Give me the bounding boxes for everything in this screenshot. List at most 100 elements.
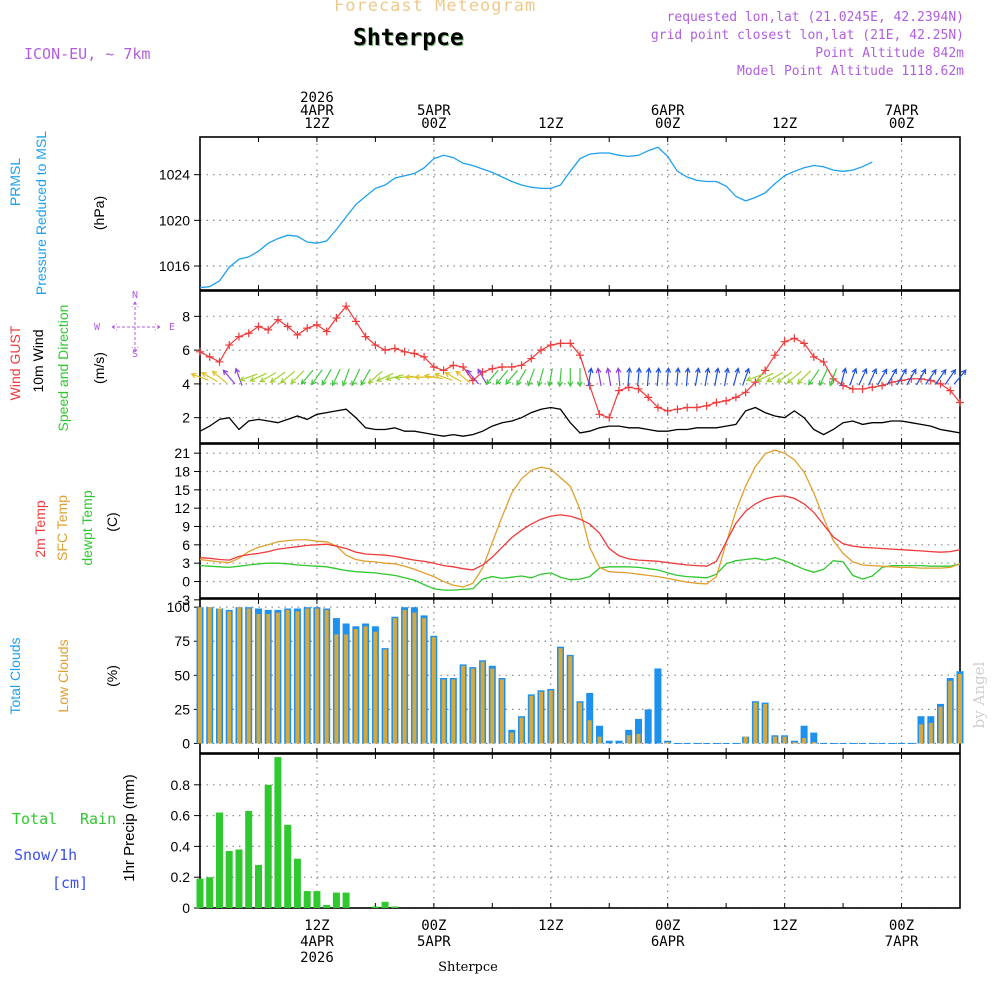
wind-direction-arrow <box>547 368 553 388</box>
total-cloud-bar <box>615 740 623 744</box>
bottom-time-label: 12Z <box>772 918 797 934</box>
low-cloud-bar <box>246 608 251 744</box>
wind-direction-arrow <box>259 372 277 383</box>
rain-bar <box>313 891 321 908</box>
gust-marker <box>429 363 438 371</box>
wind-direction-arrow <box>516 369 527 386</box>
temp-ytick-label: 18 <box>174 464 190 480</box>
rain-bar <box>235 849 243 908</box>
wind-direction-arrow <box>211 370 227 384</box>
rain-bar <box>206 877 214 908</box>
low-cloud-bar <box>568 656 573 744</box>
clouds-unit: (%) <box>104 665 120 687</box>
total-cloud-bar <box>596 725 603 744</box>
wind-direction-arrow <box>557 368 563 388</box>
wind-direction-arrow <box>200 371 218 383</box>
grid-point-coords: grid point closest lon,lat (21E, 42.25N) <box>650 28 964 43</box>
low-cloud-bar <box>392 618 397 744</box>
rain-bar <box>332 892 340 908</box>
wind-direction-arrow <box>239 373 258 382</box>
low-cloud-bar <box>782 736 787 744</box>
gust-marker <box>683 403 692 412</box>
low-cloud-bar <box>207 607 212 744</box>
model-label: ICON-EU, ~ 7km <box>24 45 151 63</box>
low-cloud-bar <box>256 614 261 744</box>
compass-s: S <box>132 349 138 360</box>
gust-marker <box>244 329 253 338</box>
gust-marker <box>673 405 682 414</box>
gust-marker <box>566 339 575 348</box>
low-cloud-bar <box>198 607 202 744</box>
wind-direction-arrow <box>341 368 350 387</box>
temp-label-dewpt: dewpt Temp <box>79 490 95 565</box>
gust-marker <box>644 393 653 402</box>
temp-label-2m: 2m Temp <box>32 500 48 558</box>
low-cloud-bar <box>334 634 339 744</box>
point-altitude: Point Altitude 842m <box>815 46 964 61</box>
wind-direction-arrow <box>311 369 323 386</box>
wind-direction-arrow <box>745 373 765 382</box>
wind-direction-arrow <box>249 372 267 382</box>
rain-bar <box>196 878 204 908</box>
gust-marker <box>303 324 312 333</box>
wind-ytick-label: 4 <box>182 376 190 392</box>
clouds-ytick-label: 25 <box>174 701 190 717</box>
wind-ytick-label: 8 <box>182 308 190 324</box>
low-cloud-bar <box>412 612 417 744</box>
wind-direction-arrow <box>423 373 443 380</box>
precip-label-rain: Rain <box>80 810 116 828</box>
wind-direction-arrow <box>536 368 544 388</box>
wind-direction-arrow <box>925 368 937 385</box>
pressure-ytick-label: 1016 <box>159 258 190 274</box>
low-cloud-bar <box>928 723 933 744</box>
bottom-time-label: 00Z <box>655 918 680 934</box>
wind-direction-arrow <box>645 366 652 387</box>
wind-direction-arrow <box>896 368 907 386</box>
low-cloud-bar <box>919 724 923 744</box>
total-cloud-bar <box>790 740 798 744</box>
precip-plot-area <box>200 754 960 908</box>
gust-marker <box>420 352 429 361</box>
low-cloud-bar <box>275 612 280 744</box>
wind-direction-arrow <box>605 367 612 387</box>
wind-direction-arrow <box>279 370 295 384</box>
wind-direction-arrow <box>367 370 383 384</box>
wind-direction-arrow <box>733 367 740 386</box>
clouds-ytick-label: 0 <box>182 735 190 751</box>
top-time-label: 4APR <box>300 103 334 119</box>
gust-marker <box>800 339 809 348</box>
bottom-time-label: 12Z <box>538 918 563 934</box>
low-cloud-bar <box>519 717 524 744</box>
total-cloud-bar <box>654 668 662 744</box>
low-cloud-bar <box>217 608 222 744</box>
precip-ytick-label: 0.6 <box>171 808 191 824</box>
wind-direction-arrow <box>444 371 462 383</box>
wind-direction-arrow <box>455 370 471 384</box>
wind-direction-arrow <box>786 370 802 384</box>
temp-plot-area <box>200 444 960 598</box>
gust-marker <box>439 366 448 375</box>
low-cloud-bar <box>792 742 797 744</box>
gust-marker <box>488 364 497 373</box>
gust-marker <box>312 320 321 329</box>
gust-marker <box>741 388 750 397</box>
precip-label-snow: Snow/1h <box>14 846 77 864</box>
wind-direction-arrow <box>704 367 711 387</box>
wind-label-10m: 10m Wind <box>30 329 46 392</box>
top-time-label: 5APR <box>417 103 451 119</box>
clouds-ytick-label: 50 <box>174 667 190 683</box>
wind-direction-arrow <box>828 368 837 387</box>
bottom-time-label: 7APR <box>885 934 919 950</box>
wind-ytick-label: 2 <box>182 410 190 426</box>
wind-direction-arrow <box>485 369 499 385</box>
gust-marker <box>585 381 594 390</box>
compass-w: W <box>94 322 101 333</box>
wind-panel: 2 4 6 8 <box>182 290 961 444</box>
gust-marker <box>634 384 643 393</box>
gust-marker <box>702 401 711 410</box>
wind-direction-arrow <box>886 368 897 386</box>
wind-direction-arrow <box>321 369 332 386</box>
low-cloud-bar <box>948 680 953 744</box>
gust-marker <box>507 363 516 371</box>
temp-label-sfc: SFC Temp <box>54 495 70 561</box>
